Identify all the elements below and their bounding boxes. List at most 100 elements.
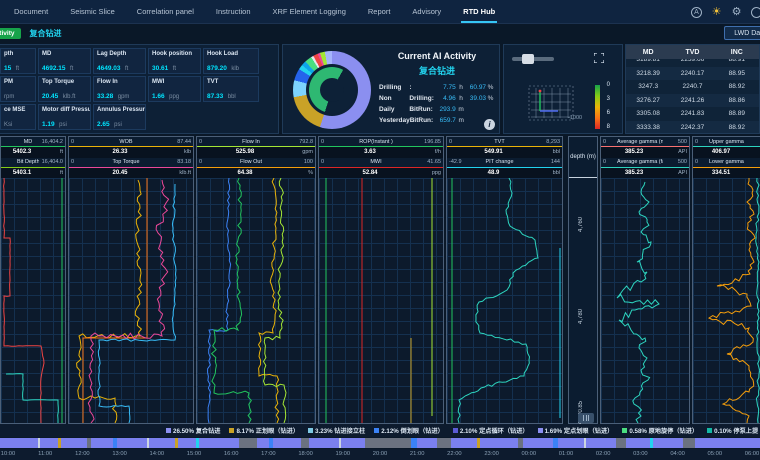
timeline-segment[interactable] (149, 438, 175, 448)
timeline-segment[interactable] (87, 438, 91, 448)
log-track-2[interactable]: 0 WOB 87.44 26.33 klb 0 Top Torque 83.18 20.4… (68, 136, 194, 424)
timeline-segment[interactable] (720, 438, 760, 448)
timeline-segment[interactable] (257, 438, 269, 448)
timeline-segment[interactable] (199, 438, 239, 448)
track-plot-area[interactable] (601, 178, 689, 423)
activity-timeline-strip[interactable] (0, 438, 760, 448)
survey-col-header[interactable]: INC (730, 48, 743, 56)
circle-a-icon[interactable]: A (691, 6, 702, 18)
timeline-segment[interactable] (480, 438, 518, 448)
nav-item-report[interactable]: Report (367, 7, 391, 16)
timeline-segment[interactable] (417, 438, 437, 448)
timeline-segment[interactable] (58, 438, 61, 448)
log-track-3[interactable]: 0 Flow In 792.8 525.98 gpm 0 Flow Out 100 64.… (196, 136, 316, 424)
legend-item[interactable]: 1.69% 定点划眼（钻进） (537, 426, 613, 435)
legend-item[interactable]: 8.17% 正划眼（钻进） (229, 426, 299, 435)
timeline-segment[interactable] (653, 438, 683, 448)
timeline-segment[interactable] (196, 438, 199, 448)
track-plot-area[interactable] (319, 178, 443, 423)
timeline-segment[interactable] (91, 438, 113, 448)
track-plot-area[interactable] (693, 178, 760, 423)
timeline-segment[interactable] (61, 438, 87, 448)
nav-item-rtd-hub[interactable]: RTD Hub (461, 7, 498, 23)
track-header: 0 WOB 87.44 26.33 klb 0 Top Torque 83.18 20.4… (69, 137, 193, 178)
log-track-4[interactable]: 0 ROP(Instant ) 196.85 3.63 f/h 0 MWI 41.65 5… (318, 136, 444, 424)
timeline-segment[interactable] (341, 438, 365, 448)
track-plot-area[interactable] (1, 178, 65, 423)
legend-item[interactable]: 26.50% 复合钻进 (166, 426, 220, 435)
sun-icon[interactable]: ☀ (711, 5, 722, 18)
param-unit: rpm (4, 94, 15, 100)
legend-item[interactable]: 0.58% 原地旋停（钻进） (622, 426, 698, 435)
timeline-segment[interactable] (40, 438, 58, 448)
track-plot-area[interactable] (197, 178, 315, 423)
timeline-segment[interactable] (147, 438, 149, 448)
nav-item-document[interactable]: Document (14, 7, 49, 16)
param-value: 879.20 (207, 65, 227, 72)
depth-slider[interactable] (512, 54, 554, 64)
table-row[interactable]: 3247.3 2240.7 88.92 (626, 80, 759, 94)
timeline-segment[interactable] (309, 438, 339, 448)
track-plot-area[interactable] (447, 178, 562, 423)
table-row[interactable]: 3276.27 2241.26 88.86 (626, 93, 759, 107)
timeline-segment[interactable] (616, 438, 626, 448)
nav-item-correlation-panel[interactable]: Correlation panel (136, 7, 194, 16)
scrollbar-grip[interactable] (578, 413, 594, 423)
timeline-segment[interactable] (113, 438, 117, 448)
timeline-segment[interactable] (518, 438, 523, 448)
survey-col-header[interactable]: TVD (685, 48, 700, 56)
timeline-segment[interactable] (0, 438, 38, 448)
activity-donut-chart[interactable] (293, 51, 371, 129)
nav-item-xrf-element-logging[interactable]: XRF Element Logging (272, 7, 346, 16)
fullscreen-icon[interactable] (594, 53, 604, 63)
ai-stat-row: Non Drilling: 4.96 h 39.03% (379, 95, 494, 102)
timeline-segment[interactable] (683, 438, 695, 448)
clipped-icon[interactable] (751, 6, 760, 18)
legend-item[interactable]: 0.10% 停泵上提 (707, 426, 758, 435)
timeline-segment[interactable] (695, 438, 720, 448)
slider-thumb[interactable] (522, 54, 534, 64)
timeline-segment[interactable] (437, 438, 451, 448)
timeline-segment[interactable] (553, 438, 558, 448)
track-plot-area[interactable] (69, 178, 193, 423)
info-icon[interactable]: i (484, 119, 495, 130)
table-row[interactable]: 3218.39 2240.17 88.95 (626, 66, 759, 80)
timeline-segment[interactable] (178, 438, 196, 448)
timeline-segment[interactable] (523, 438, 553, 448)
log-track-5[interactable]: 0 TVT 8,293 549.91 bbl -42.9 PIT change 144 4… (446, 136, 563, 424)
survey-col-header[interactable]: MD (642, 48, 654, 56)
timeline-segment[interactable] (477, 438, 480, 448)
timeline-segment[interactable] (239, 438, 257, 448)
timeline-segment[interactable] (626, 438, 650, 448)
timeline-segment[interactable] (584, 438, 586, 448)
nav-item-advisory[interactable]: Advisory (412, 7, 442, 16)
timeline-segment[interactable] (38, 438, 40, 448)
timeline-segment[interactable] (650, 438, 653, 448)
timeline-segment[interactable] (451, 438, 477, 448)
timeline-segment[interactable] (269, 438, 273, 448)
param-label: ce MSE (4, 107, 26, 113)
timeline-segment[interactable] (301, 438, 309, 448)
nav-item-instruction[interactable]: Instruction (215, 7, 251, 16)
wellbore-3d-view[interactable] (528, 85, 574, 121)
log-track-1[interactable]: MD 16,404.2 5402.3 ft Bit Depth 16,404.0 54… (0, 136, 66, 424)
timeline-segment[interactable] (411, 438, 417, 448)
nav-item-seismic-slice[interactable]: Seismic Slice (70, 7, 115, 16)
legend-item[interactable]: 3.23% 钻进接立柱 (308, 426, 365, 435)
table-row[interactable]: 3333.38 2242.37 88.92 (626, 120, 759, 133)
timeline-segment[interactable] (273, 438, 301, 448)
timeline-segment[interactable] (365, 438, 411, 448)
timeline-segment[interactable] (558, 438, 584, 448)
param-value: 87.33 (207, 93, 224, 100)
legend-item[interactable]: 2.10% 定点循环（钻进） (452, 426, 529, 435)
lwd-data-button[interactable]: LWD Data (724, 26, 760, 40)
legend-item[interactable]: 2.12% 倒划眼（钻进） (374, 426, 444, 435)
timeline-segment[interactable] (175, 438, 178, 448)
timeline-segment[interactable] (586, 438, 616, 448)
timeline-segment[interactable] (117, 438, 147, 448)
table-row[interactable]: 3305.08 2241.83 88.89 (626, 107, 759, 121)
timeline-segment[interactable] (339, 438, 341, 448)
gear-icon[interactable]: ⚙ (731, 5, 742, 18)
